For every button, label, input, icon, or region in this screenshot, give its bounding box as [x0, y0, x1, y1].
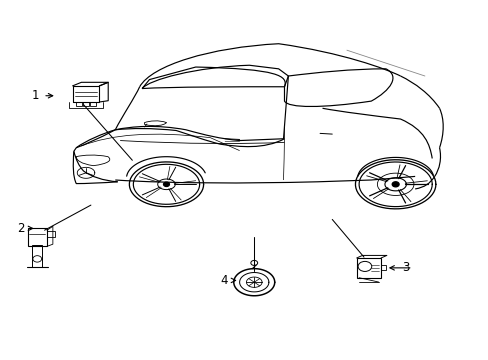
Bar — [47, 231, 55, 237]
Bar — [27, 228, 47, 246]
Bar — [76, 102, 81, 106]
Text: 2: 2 — [18, 222, 25, 235]
Text: 4: 4 — [220, 274, 227, 287]
Circle shape — [163, 182, 169, 186]
Text: 1: 1 — [32, 89, 40, 102]
Bar — [32, 245, 42, 267]
Text: 3: 3 — [401, 261, 408, 274]
Bar — [90, 102, 96, 106]
Circle shape — [391, 182, 398, 187]
Bar — [83, 102, 89, 106]
Bar — [380, 265, 385, 270]
Bar — [356, 258, 380, 278]
